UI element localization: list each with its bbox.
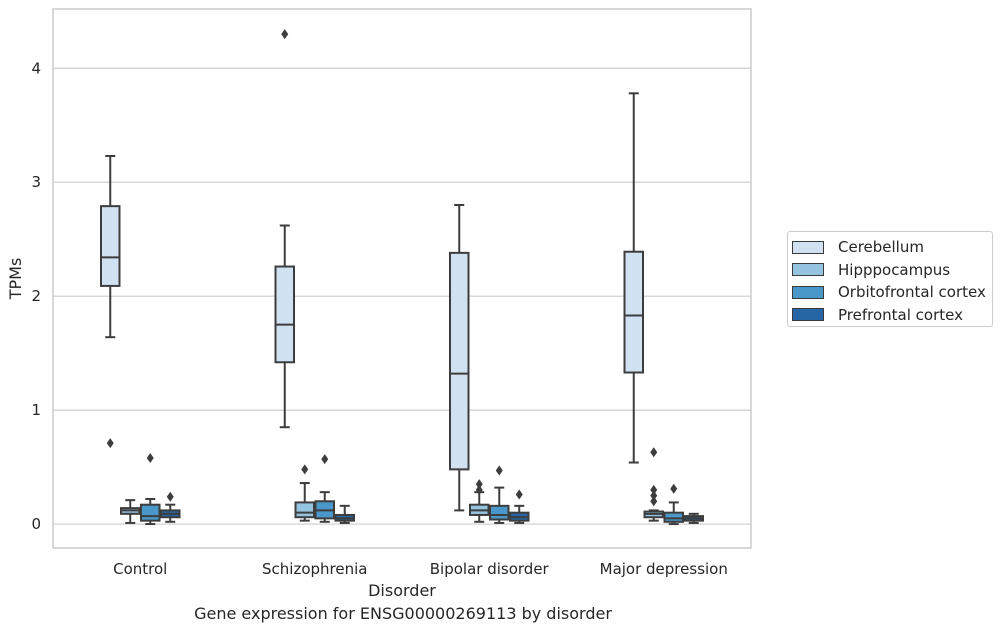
y-tick-label: 1 — [31, 401, 41, 419]
box-hipppocampus — [469, 479, 490, 523]
outlier-point — [670, 483, 678, 494]
box-prefrontal-cortex — [160, 491, 181, 523]
outlier-point — [495, 465, 503, 476]
legend-swatch — [792, 285, 824, 299]
box-hipppocampus — [120, 499, 141, 524]
plot-frame — [52, 8, 752, 549]
outlier-point — [475, 484, 483, 495]
legend-swatch — [792, 308, 824, 322]
box-hipppocampus — [643, 447, 664, 522]
outlier-point — [475, 479, 483, 490]
outlier-point — [321, 454, 329, 465]
outlier-point — [650, 496, 658, 507]
box-orbitofrontal-cortex — [140, 452, 161, 526]
y-tick-label: 4 — [31, 59, 41, 77]
x-tick-label: Schizophrenia — [262, 560, 367, 578]
box-body — [489, 504, 510, 521]
x-tick-label: Control — [113, 560, 167, 578]
outlier-point — [650, 484, 658, 495]
chart-legend: Cerebellum Hipppocampus Orbitofrontal cort… — [787, 231, 993, 327]
legend-item: Prefrontal cortex — [788, 304, 992, 327]
box-hipppocampus — [294, 464, 315, 522]
box-body — [449, 251, 470, 471]
outlier-point — [515, 489, 523, 500]
outlier-point — [650, 490, 658, 501]
box-prefrontal-cortex — [509, 489, 530, 524]
y-tick-label: 0 — [31, 515, 41, 533]
box-cerebellum — [100, 155, 121, 449]
box-body — [294, 501, 315, 519]
box-cerebellum — [449, 204, 470, 512]
outlier-point — [650, 447, 658, 458]
legend-label: Cerebellum — [838, 238, 924, 257]
outlier-point — [106, 438, 114, 449]
legend-swatch — [792, 240, 824, 254]
legend-label: Hipppocampus — [838, 260, 951, 279]
legend-item: Orbitofrontal cortex — [788, 281, 992, 304]
legend-item: Cerebellum — [788, 236, 992, 259]
y-axis-label: TPMs — [6, 258, 25, 301]
legend-item: Hipppocampus — [788, 259, 992, 282]
x-axis-label: Disorder — [368, 581, 436, 600]
y-tick-label: 3 — [31, 173, 41, 191]
box-prefrontal-cortex — [334, 504, 355, 524]
box-body — [100, 205, 121, 287]
chart-title: Gene expression for ENSG00000269113 by d… — [194, 604, 612, 623]
box-orbitofrontal-cortex — [663, 483, 684, 526]
outlier-point — [281, 29, 289, 40]
box-orbitofrontal-cortex — [489, 465, 510, 524]
y-tick-label: 2 — [31, 287, 41, 305]
x-tick-label: Bipolar disorder — [430, 560, 550, 578]
legend-label: Orbitofrontal cortex — [838, 283, 986, 302]
x-tick-label: Major depression — [600, 560, 728, 578]
box-prefrontal-cortex — [683, 512, 704, 524]
box-body — [140, 503, 161, 522]
box-body — [623, 250, 644, 374]
legend-swatch — [792, 263, 824, 277]
legend-label: Prefrontal cortex — [838, 305, 963, 324]
outlier-point — [166, 491, 174, 502]
outlier-point — [301, 464, 309, 475]
box-cerebellum — [623, 92, 644, 464]
outlier-point — [146, 452, 154, 463]
box-cerebellum — [274, 29, 295, 429]
box-body — [663, 511, 684, 523]
box-orbitofrontal-cortex — [314, 454, 335, 523]
box-body — [274, 265, 295, 364]
